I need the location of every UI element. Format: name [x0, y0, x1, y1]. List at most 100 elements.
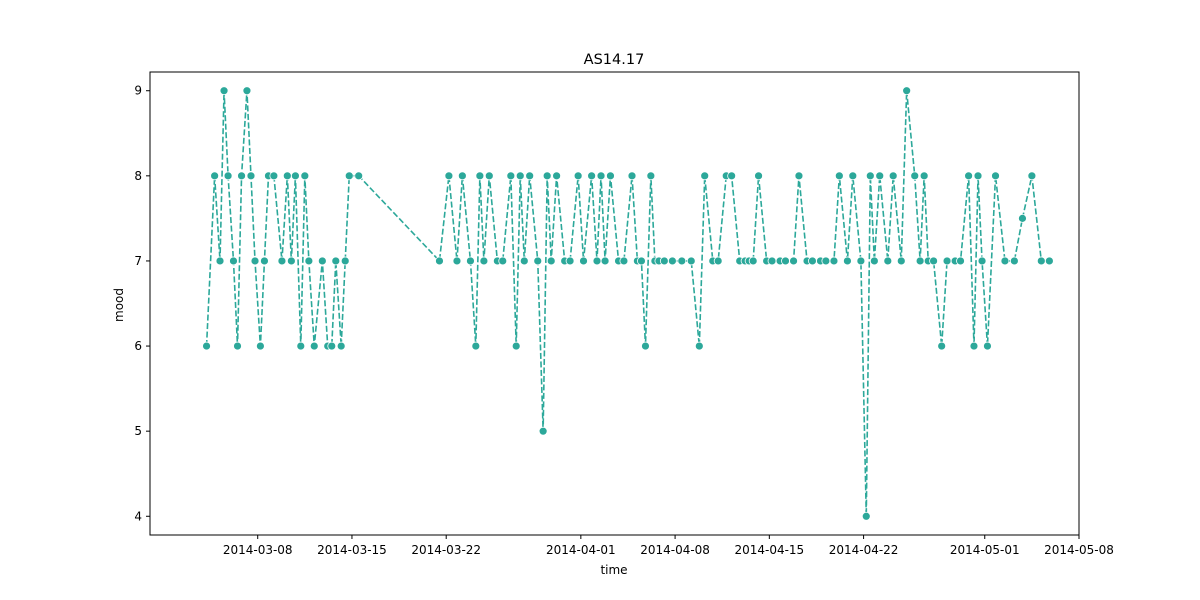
- y-tick-label: 7: [134, 254, 142, 268]
- data-point: [843, 256, 852, 266]
- y-axis-ticks: 4 5 6 7 8 9: [134, 84, 150, 523]
- data-point: [304, 256, 314, 266]
- data-point: [296, 341, 306, 351]
- data-point: [942, 256, 952, 266]
- data-point: [444, 171, 454, 181]
- data-point: [317, 256, 327, 266]
- data-point: [515, 171, 525, 181]
- data-point: [277, 256, 287, 266]
- data-point: [291, 171, 300, 181]
- data-point: [525, 171, 535, 181]
- data-point: [902, 86, 912, 96]
- data-point: [336, 341, 346, 351]
- data-point: [210, 171, 220, 181]
- data-point: [344, 171, 354, 181]
- data-point: [552, 171, 562, 181]
- data-point: [869, 256, 879, 266]
- data-point: [511, 341, 521, 351]
- data-point: [659, 256, 669, 266]
- data-point: [919, 171, 929, 181]
- x-axis-ticks: 2014-03-08 2014-03-15 2014-03-22 2014-04-01…: [223, 535, 1114, 557]
- data-point: [1027, 171, 1037, 181]
- x-tick-label: 2014-03-15: [317, 543, 387, 557]
- data-point: [573, 171, 583, 181]
- data-point: [767, 256, 777, 266]
- data-point: [808, 256, 817, 266]
- y-tick-label: 6: [134, 339, 142, 353]
- data-point: [475, 171, 485, 181]
- data-point: [269, 171, 279, 181]
- data-point: [596, 171, 606, 181]
- data-point: [713, 256, 723, 266]
- x-tick-label: 2014-03-08: [223, 543, 293, 557]
- data-point: [977, 256, 987, 266]
- data-point: [937, 341, 947, 351]
- data-point: [910, 171, 920, 181]
- data-point: [964, 171, 973, 181]
- x-tick-label: 2014-04-01: [546, 543, 616, 557]
- data-point: [875, 171, 885, 181]
- data-point: [1000, 256, 1010, 266]
- data-point: [587, 171, 597, 181]
- data-point: [340, 256, 350, 266]
- data-point: [677, 256, 687, 266]
- data-point: [327, 341, 337, 351]
- x-tick-label: 2014-04-15: [734, 543, 804, 557]
- data-point: [519, 256, 529, 266]
- data-point: [233, 341, 242, 351]
- data-point: [466, 256, 475, 266]
- data-point: [748, 256, 758, 266]
- data-point: [229, 256, 238, 266]
- data-point: [546, 256, 556, 266]
- data-point: [533, 256, 543, 266]
- x-axis-label: time: [600, 563, 627, 577]
- data-point: [457, 171, 467, 181]
- data-point: [667, 256, 677, 266]
- data-point: [1036, 256, 1046, 266]
- data-point: [991, 171, 1000, 181]
- data-point: [215, 256, 225, 266]
- data-point: [789, 256, 798, 266]
- data-point: [250, 256, 260, 266]
- data-point: [627, 171, 637, 181]
- data-point: [300, 171, 310, 181]
- data-point: [883, 256, 893, 266]
- data-point: [452, 256, 462, 266]
- data-point: [484, 171, 494, 181]
- data-point: [694, 341, 704, 351]
- data-point: [865, 171, 875, 181]
- x-tick-label: 2014-05-08: [1044, 543, 1114, 557]
- data-point: [354, 171, 364, 181]
- data-point: [282, 171, 292, 181]
- data-point: [538, 426, 548, 436]
- x-tick-label: 2014-04-08: [640, 543, 710, 557]
- data-point: [255, 341, 265, 351]
- data-point: [579, 256, 588, 266]
- data-point: [471, 341, 481, 351]
- data-point: [246, 171, 256, 181]
- data-point: [969, 341, 979, 351]
- data-point: [915, 256, 925, 266]
- data-point: [606, 171, 615, 181]
- data-point: [565, 256, 575, 266]
- chart-title: AS14.17: [584, 52, 645, 68]
- data-point: [286, 256, 296, 266]
- data-point: [506, 171, 516, 181]
- data-point: [223, 171, 233, 181]
- data-point: [686, 256, 696, 266]
- x-tick-label: 2014-04-22: [829, 543, 899, 557]
- data-point: [727, 171, 737, 181]
- data-point: [1009, 256, 1019, 266]
- data-point: [637, 256, 646, 266]
- data-point: [331, 256, 341, 266]
- data-point: [929, 256, 938, 266]
- data-point: [600, 256, 610, 266]
- data-point: [237, 171, 246, 181]
- data-point: [542, 171, 552, 181]
- data-point: [861, 511, 871, 521]
- data-point: [848, 171, 858, 181]
- data-point: [260, 256, 269, 266]
- data-point: [829, 256, 839, 266]
- data-point: [896, 256, 906, 266]
